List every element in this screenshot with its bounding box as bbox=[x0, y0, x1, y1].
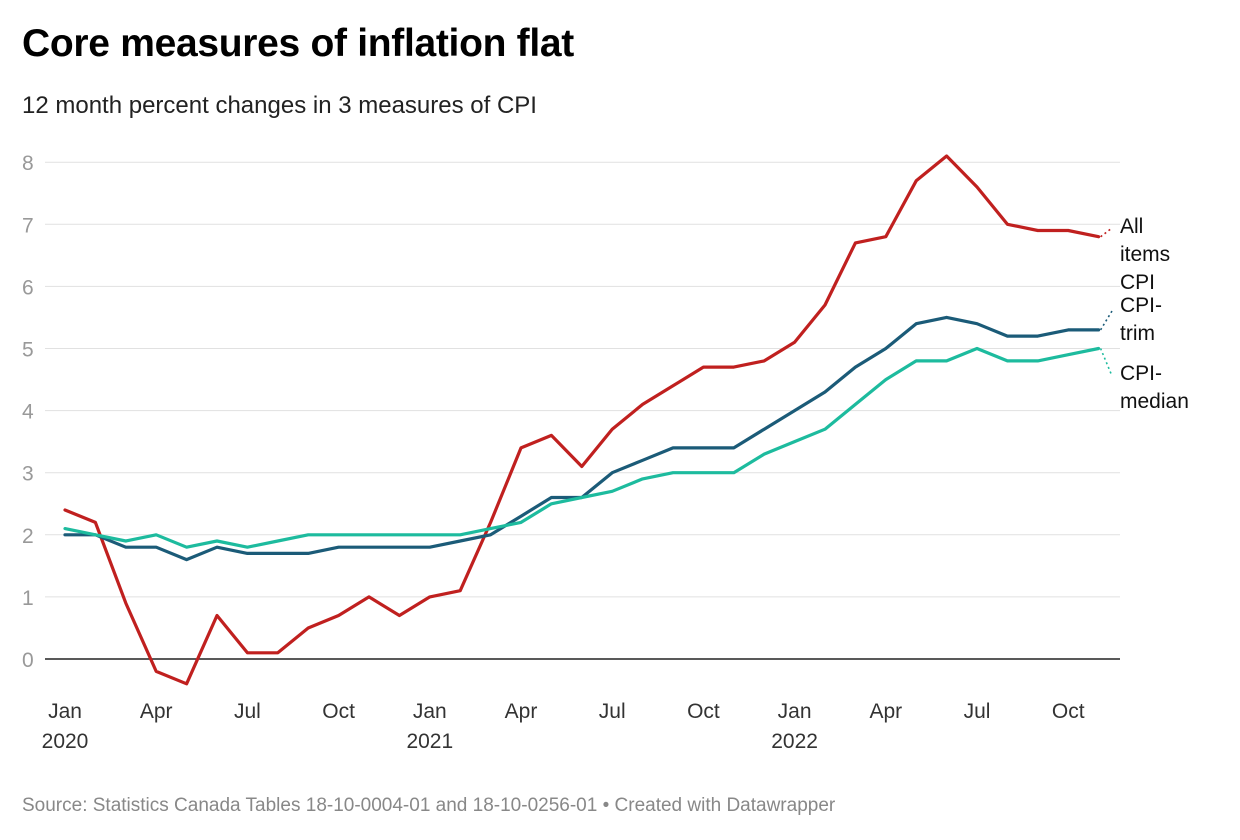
x-tick-label: Apr bbox=[869, 700, 902, 723]
x-tick-label: Apr bbox=[140, 700, 173, 723]
y-tick-label: 3 bbox=[22, 463, 34, 486]
x-tick-label: Jan bbox=[778, 700, 812, 723]
y-tick-label: 4 bbox=[22, 401, 34, 424]
y-tick-label: 2 bbox=[22, 525, 34, 548]
series-label-connector bbox=[1100, 227, 1113, 238]
x-tick-year-label: 2021 bbox=[406, 730, 453, 753]
series-line bbox=[63, 315, 1101, 562]
x-tick-year-label: 2022 bbox=[771, 730, 818, 753]
x-axis-ticks: Jan 2020 Apr Jul Oct Jan 2021 Apr Jul Oct Jan 2022 A… bbox=[42, 700, 1085, 753]
x-tick-year-label: 2020 bbox=[42, 730, 89, 753]
y-tick-label: 0 bbox=[22, 649, 34, 672]
y-tick-label: 5 bbox=[22, 339, 34, 362]
series-label: All items CPI bbox=[1120, 215, 1170, 294]
series-line bbox=[63, 346, 1101, 549]
x-tick-label: Jan bbox=[48, 700, 82, 723]
series-line bbox=[63, 154, 1101, 686]
x-tick-label: Jul bbox=[964, 700, 991, 723]
y-tick-label: 7 bbox=[22, 214, 34, 237]
series-label: CPI-trim bbox=[1120, 294, 1162, 345]
x-tick-label: Apr bbox=[505, 700, 538, 723]
x-tick-label: Jul bbox=[234, 700, 261, 723]
x-tick-label: Oct bbox=[322, 700, 355, 723]
y-tick-label: 6 bbox=[22, 276, 34, 299]
series-label-connector bbox=[1099, 310, 1113, 331]
y-axis-ticks: 0 1 2 3 4 5 6 7 8 bbox=[22, 152, 34, 672]
x-tick-label: Jan bbox=[413, 700, 447, 723]
x-tick-label: Oct bbox=[687, 700, 720, 723]
y-tick-label: 8 bbox=[22, 152, 34, 175]
y-tick-label: 1 bbox=[22, 587, 34, 610]
series-label: CPI-median bbox=[1120, 362, 1189, 413]
chart-subtitle: 12 month percent changes in 3 measures o… bbox=[22, 92, 537, 119]
x-tick-label: Jul bbox=[599, 700, 626, 723]
gridlines bbox=[45, 161, 1120, 660]
source-footer: Source: Statistics Canada Tables 18-10-0… bbox=[22, 795, 836, 816]
chart-title: Core measures of inflation flat bbox=[22, 22, 574, 65]
series-lines bbox=[63, 154, 1101, 686]
x-tick-label: Oct bbox=[1052, 700, 1085, 723]
series-label-connector bbox=[1099, 348, 1113, 377]
